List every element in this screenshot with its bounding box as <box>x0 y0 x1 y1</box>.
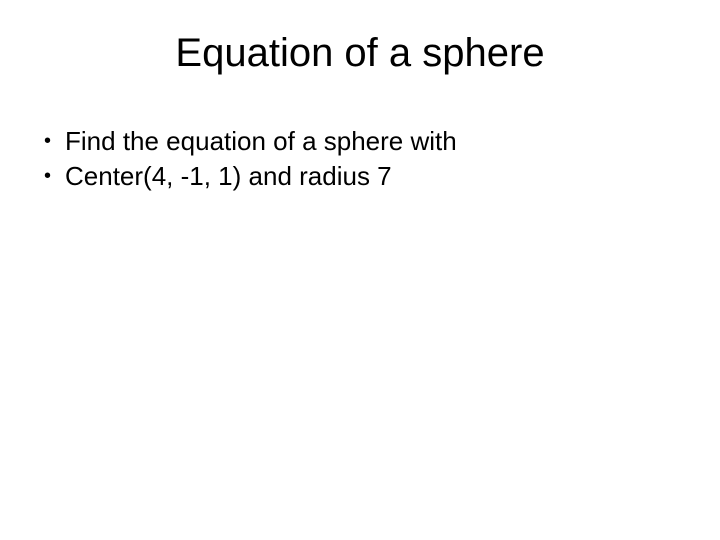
slide-container: Equation of a sphere • Find the equation… <box>0 0 720 540</box>
bullet-list: • Find the equation of a sphere with • C… <box>40 124 680 194</box>
bullet-icon: • <box>44 159 51 193</box>
bullet-text: Center(4, -1, 1) and radius 7 <box>65 159 680 194</box>
bullet-text: Find the equation of a sphere with <box>65 124 680 159</box>
bullet-icon: • <box>44 124 51 158</box>
slide-title: Equation of a sphere <box>40 31 680 76</box>
list-item: • Find the equation of a sphere with <box>44 124 680 159</box>
list-item: • Center(4, -1, 1) and radius 7 <box>44 159 680 194</box>
